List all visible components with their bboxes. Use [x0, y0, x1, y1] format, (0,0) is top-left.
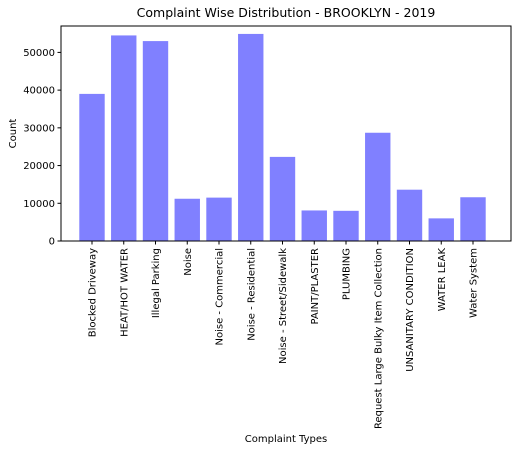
- y-tick-label: 0: [49, 237, 55, 248]
- x-tick-label: PAINT/PLASTER: [310, 248, 321, 325]
- bar: [238, 33, 264, 241]
- x-axis-label: Complaint Types: [245, 434, 328, 445]
- bars-layer: [79, 33, 486, 242]
- bar: [111, 35, 137, 242]
- y-tick-label: 50000: [23, 48, 55, 59]
- bar: [396, 189, 423, 241]
- bar: [460, 197, 486, 241]
- bar: [333, 210, 359, 241]
- x-tick-label: Blocked Driveway: [88, 248, 99, 337]
- x-tick-label: Noise - Street/Sidewalk: [278, 248, 289, 364]
- chart-title: Complaint Wise Distribution - BROOKLYN -…: [137, 5, 436, 20]
- bar: [174, 198, 200, 241]
- x-tick-label: Noise - Residential: [246, 248, 257, 341]
- x-tick-label: Noise: [183, 248, 194, 276]
- x-axis: Blocked Driveway HEAT/HOT WATER Illegal Pa…: [88, 241, 480, 429]
- y-tick-label: 40000: [23, 86, 55, 97]
- bar: [142, 41, 169, 242]
- x-tick-label: HEAT/HOT WATER: [119, 248, 130, 337]
- x-tick-label: PLUMBING: [342, 248, 353, 300]
- y-axis: 0 10000 20000 30000 40000 50000: [23, 48, 61, 248]
- bar: [365, 132, 391, 241]
- bar: [428, 218, 454, 241]
- y-tick-label: 10000: [23, 199, 55, 210]
- plot-frame: [60, 25, 512, 242]
- bar: [79, 93, 105, 241]
- x-tick-label: Noise - Commercial: [215, 248, 226, 346]
- bar: [301, 210, 327, 241]
- bar: [206, 197, 232, 241]
- x-tick-label: WATER LEAK: [437, 248, 448, 312]
- x-tick-label: Request Large Bulky Item Collection: [373, 248, 384, 429]
- y-tick-label: 30000: [23, 123, 55, 134]
- y-axis-label: Count: [8, 119, 19, 149]
- bar: [269, 156, 296, 241]
- x-tick-label: Illegal Parking: [151, 248, 162, 318]
- y-tick-label: 20000: [23, 161, 55, 172]
- x-tick-label: Water System: [469, 248, 480, 318]
- x-tick-label: UNSANITARY CONDITION: [405, 248, 416, 372]
